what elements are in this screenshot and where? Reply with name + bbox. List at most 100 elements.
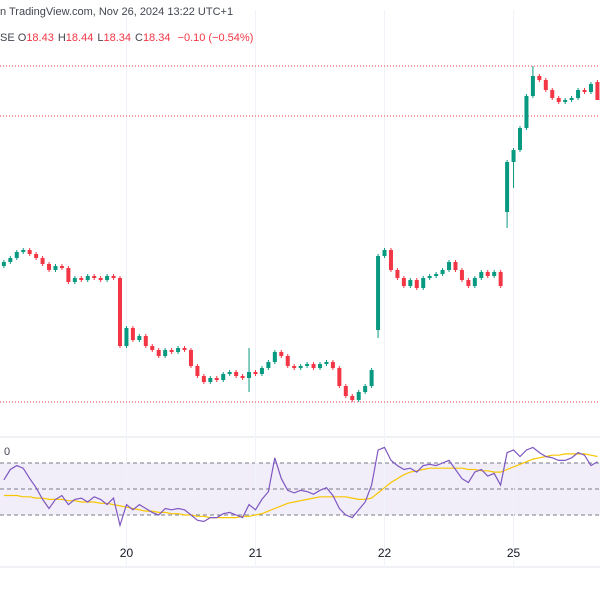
candle-body xyxy=(588,84,593,92)
candle-body xyxy=(150,346,155,350)
source: n TradingView.com, Nov 26, 2024 13:22 UT… xyxy=(0,6,234,18)
candle-body xyxy=(124,328,129,346)
candle-body xyxy=(466,280,471,286)
candle-body xyxy=(1,262,6,266)
candle-body xyxy=(259,368,264,374)
ohlc-value: 18.34 xyxy=(103,32,131,44)
candle-body xyxy=(524,96,529,128)
candle-body xyxy=(66,268,71,282)
x-tick-label: 22 xyxy=(378,546,392,560)
candle-body xyxy=(363,386,368,392)
symbol: SE xyxy=(0,32,15,44)
candle-body xyxy=(143,336,148,346)
ohlc-key: H xyxy=(57,32,66,44)
candle-body xyxy=(118,278,122,346)
candle-body xyxy=(563,100,568,102)
candle-body xyxy=(350,396,355,400)
candle-body xyxy=(156,350,161,356)
candle-body xyxy=(130,328,135,340)
candle-body xyxy=(201,376,206,382)
candle-body xyxy=(408,280,413,286)
candle-body xyxy=(266,362,271,368)
candle-body xyxy=(105,276,110,280)
candle-body xyxy=(79,278,84,280)
candle-body xyxy=(292,366,297,368)
candle-body xyxy=(253,372,258,374)
ohlc-key: C xyxy=(134,32,143,44)
candle-body xyxy=(169,350,174,352)
candle-body xyxy=(550,90,555,98)
candle-body xyxy=(311,364,316,368)
candle-body xyxy=(98,278,103,280)
candle-body xyxy=(434,274,439,276)
candle-body xyxy=(582,90,587,92)
candle-body xyxy=(440,270,445,274)
candle-body xyxy=(234,372,239,376)
candle-body xyxy=(453,262,458,270)
candle-body xyxy=(21,250,26,252)
candle-body xyxy=(40,258,45,264)
candle-body xyxy=(498,272,503,286)
candle-body xyxy=(511,150,516,162)
rsi-band xyxy=(0,463,600,515)
candle-body xyxy=(221,374,226,380)
ohlc-value: 18.43 xyxy=(26,32,54,44)
candle-body xyxy=(330,362,335,368)
change: −0.10 (−0.54%) xyxy=(177,32,254,44)
x-tick-label: 25 xyxy=(507,546,521,560)
candle-body xyxy=(92,276,97,278)
ohlc-row: SE O18.43 H18.44 L18.34 C18.34 −0.10 (−0.54… xyxy=(0,32,253,44)
ohlc-value: 18.44 xyxy=(65,32,94,44)
candle-body xyxy=(459,270,464,280)
candle-body xyxy=(188,350,193,366)
candle-body xyxy=(227,372,232,374)
candle-body xyxy=(111,276,116,278)
candle-body xyxy=(337,368,342,386)
candle-body xyxy=(8,258,13,262)
candle-body xyxy=(47,264,52,270)
candle-body xyxy=(176,348,181,352)
candle-body xyxy=(537,76,542,80)
candle-body xyxy=(85,276,90,280)
candle-body xyxy=(569,98,574,100)
candle-body xyxy=(34,254,39,258)
x-tick-label: 21 xyxy=(249,546,263,560)
candle-body xyxy=(324,362,329,364)
candle-body xyxy=(414,280,419,288)
candle-body xyxy=(195,366,200,376)
candle-body xyxy=(305,364,310,366)
x-tick-label: 20 xyxy=(120,546,134,560)
candle-body xyxy=(492,272,497,276)
candle-body xyxy=(53,266,58,270)
indicator-line xyxy=(3,446,598,528)
candle-body xyxy=(556,98,561,102)
candle-body xyxy=(543,80,548,90)
candle-body xyxy=(14,252,19,258)
candle-body xyxy=(356,392,361,400)
candle-body xyxy=(388,250,393,270)
candle-body xyxy=(285,356,290,366)
ohlc-key: O xyxy=(17,32,27,44)
candle-body xyxy=(247,372,252,378)
candle-body xyxy=(376,256,381,330)
candle-body xyxy=(72,278,77,282)
ohlc-key: L xyxy=(97,32,104,44)
candle-body xyxy=(163,350,168,356)
candle-body xyxy=(318,364,322,368)
candle-body xyxy=(427,276,432,278)
candle-body xyxy=(59,266,64,268)
candle-body xyxy=(382,250,387,256)
candle-body xyxy=(298,366,303,368)
candle-body xyxy=(401,278,406,286)
candle-body xyxy=(485,272,490,276)
candle-body xyxy=(472,278,477,286)
candle-body xyxy=(369,370,374,386)
candle-body xyxy=(182,348,187,350)
candle-body xyxy=(240,376,245,378)
candle-body xyxy=(137,336,142,340)
candle-body xyxy=(208,378,213,382)
ohlc-items: O18.43 H18.44 L18.34 C18.34 xyxy=(18,32,175,44)
candle-body xyxy=(279,352,284,356)
